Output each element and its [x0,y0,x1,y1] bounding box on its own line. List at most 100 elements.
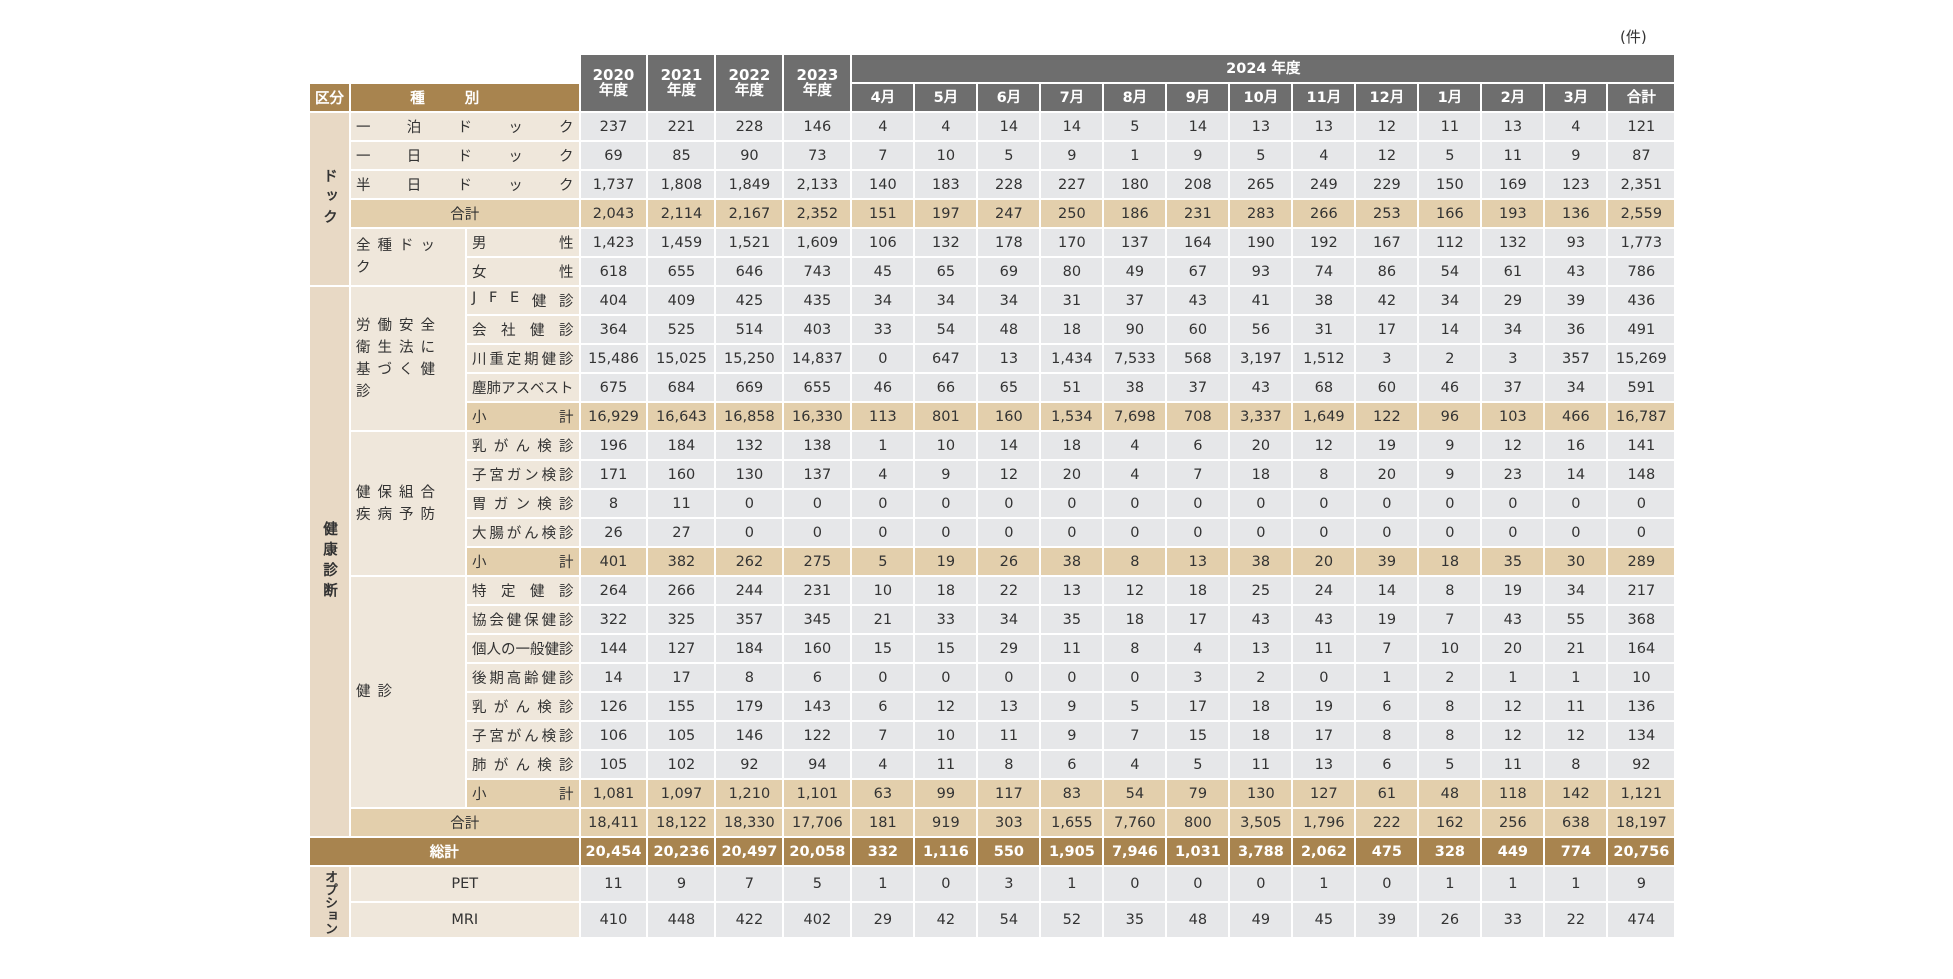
value-cell: 45 [1293,903,1355,937]
value-cell: 106 [580,722,647,749]
value-cell: 52 [1041,903,1103,937]
value-cell: 9 [648,867,715,901]
value-cell: 4 [1545,113,1607,140]
value-cell: 4 [1167,635,1229,662]
value-cell: 38 [1230,548,1292,575]
value-cell: 34 [915,287,977,314]
value-cell: 74 [1293,258,1355,285]
unit-label: (件) [1620,28,1647,46]
value-cell: 8 [978,751,1040,778]
value-cell: 22 [1545,903,1607,937]
value-cell: 3 [1356,345,1418,372]
value-cell: 655 [648,258,715,285]
month-header: 9月 [1167,84,1229,111]
value-cell: 20 [1041,461,1103,488]
value-cell: 39 [1545,287,1607,314]
value-cell: 3 [978,867,1040,901]
value-cell: 4 [1104,461,1166,488]
group-label: 健保組合疾病予防 [351,432,465,575]
value-cell: 14 [1545,461,1607,488]
value-cell: 0 [1293,664,1355,691]
table-row: 半日ドック 1,737 1,808 1,849 2,133 140 183 228 227 180… [310,171,1675,198]
value-cell: 11 [1293,635,1355,662]
value-cell: 18,411 [580,809,647,836]
value-cell: 90 [716,142,783,169]
value-cell: 283 [1230,200,1292,227]
value-cell: 18 [1104,606,1166,633]
value-cell: 0 [852,519,914,546]
value-cell: 3 [1482,345,1544,372]
value-cell: 5 [978,142,1040,169]
value-cell: 69 [978,258,1040,285]
value-cell: 34 [1419,287,1481,314]
row-label: 子宮ガン検診 [467,461,579,488]
value-cell: 117 [978,780,1040,807]
value-cell: 0 [978,519,1040,546]
value-cell: 422 [716,903,783,937]
value-cell: 9 [1419,432,1481,459]
value-cell: 170 [1041,229,1103,256]
value-cell: 4 [852,461,914,488]
table-row: 2020 年度 2021 年度 2022 年度 2023 年度 2024 年度 [310,55,1675,111]
value-cell: 10 [915,722,977,749]
value-cell: 16,787 [1608,403,1675,430]
month-header: 1月 [1419,84,1481,111]
row-label: 個人の一般健診 [467,635,579,662]
value-cell: 33 [915,606,977,633]
value-cell: 38 [1293,287,1355,314]
value-cell: 1,849 [716,171,783,198]
value-cell: 2,062 [1293,838,1355,865]
row-label: 塵肺アスベスト [467,374,579,401]
value-cell: 2,167 [716,200,783,227]
value-cell: 15,025 [648,345,715,372]
year-suffix: 年度 [598,83,628,99]
value-cell: 2,043 [580,200,647,227]
value-cell: 357 [1545,345,1607,372]
value-cell: 13 [978,693,1040,720]
subtotal-label: 小計 [467,780,579,807]
value-cell: 14 [580,664,647,691]
value-cell: 9 [1419,461,1481,488]
value-cell: 193 [1482,200,1544,227]
value-cell: 13 [1041,577,1103,604]
value-cell: 10 [915,142,977,169]
value-cell: 11 [978,722,1040,749]
statistics-table: 2020 年度 2021 年度 2022 年度 2023 年度 2024 年度 区分 種別 4月 5月 6… [308,53,1676,939]
value-cell: 0 [1104,664,1166,691]
value-cell: 328 [1419,838,1481,865]
value-cell: 0 [852,345,914,372]
value-cell: 12 [1293,432,1355,459]
value-cell: 144 [580,635,647,662]
kind-header: 種別 [351,84,579,111]
value-cell: 21 [852,606,914,633]
value-cell: 3,197 [1230,345,1292,372]
value-cell: 9 [1167,142,1229,169]
value-cell: 0 [1104,519,1166,546]
value-cell: 16,643 [648,403,715,430]
value-cell: 192 [1293,229,1355,256]
value-cell: 2,351 [1608,171,1675,198]
value-cell: 404 [580,287,647,314]
value-cell: 474 [1608,903,1675,937]
value-cell: 3,788 [1230,838,1292,865]
value-cell: 5 [1104,693,1166,720]
division-header: 区分 [310,84,349,111]
value-cell: 0 [1041,490,1103,517]
value-cell: 2 [1419,664,1481,691]
value-cell: 65 [915,258,977,285]
month-header: 7月 [1041,84,1103,111]
value-cell: 29 [852,903,914,937]
month-header: 4月 [852,84,914,111]
value-cell: 12 [1356,113,1418,140]
value-cell: 56 [1230,316,1292,343]
value-cell: 34 [1482,316,1544,343]
value-cell: 646 [716,258,783,285]
value-cell: 801 [915,403,977,430]
value-cell: 20,454 [580,838,647,865]
value-cell: 0 [1608,490,1675,517]
value-cell: 105 [580,751,647,778]
value-cell: 46 [1419,374,1481,401]
value-cell: 919 [915,809,977,836]
value-cell: 43 [1167,287,1229,314]
table-row: 後期高齢健診 14 17 8 6 0 0 0 0 0 3 2 0 1 2 1 1 10 [310,664,1675,691]
